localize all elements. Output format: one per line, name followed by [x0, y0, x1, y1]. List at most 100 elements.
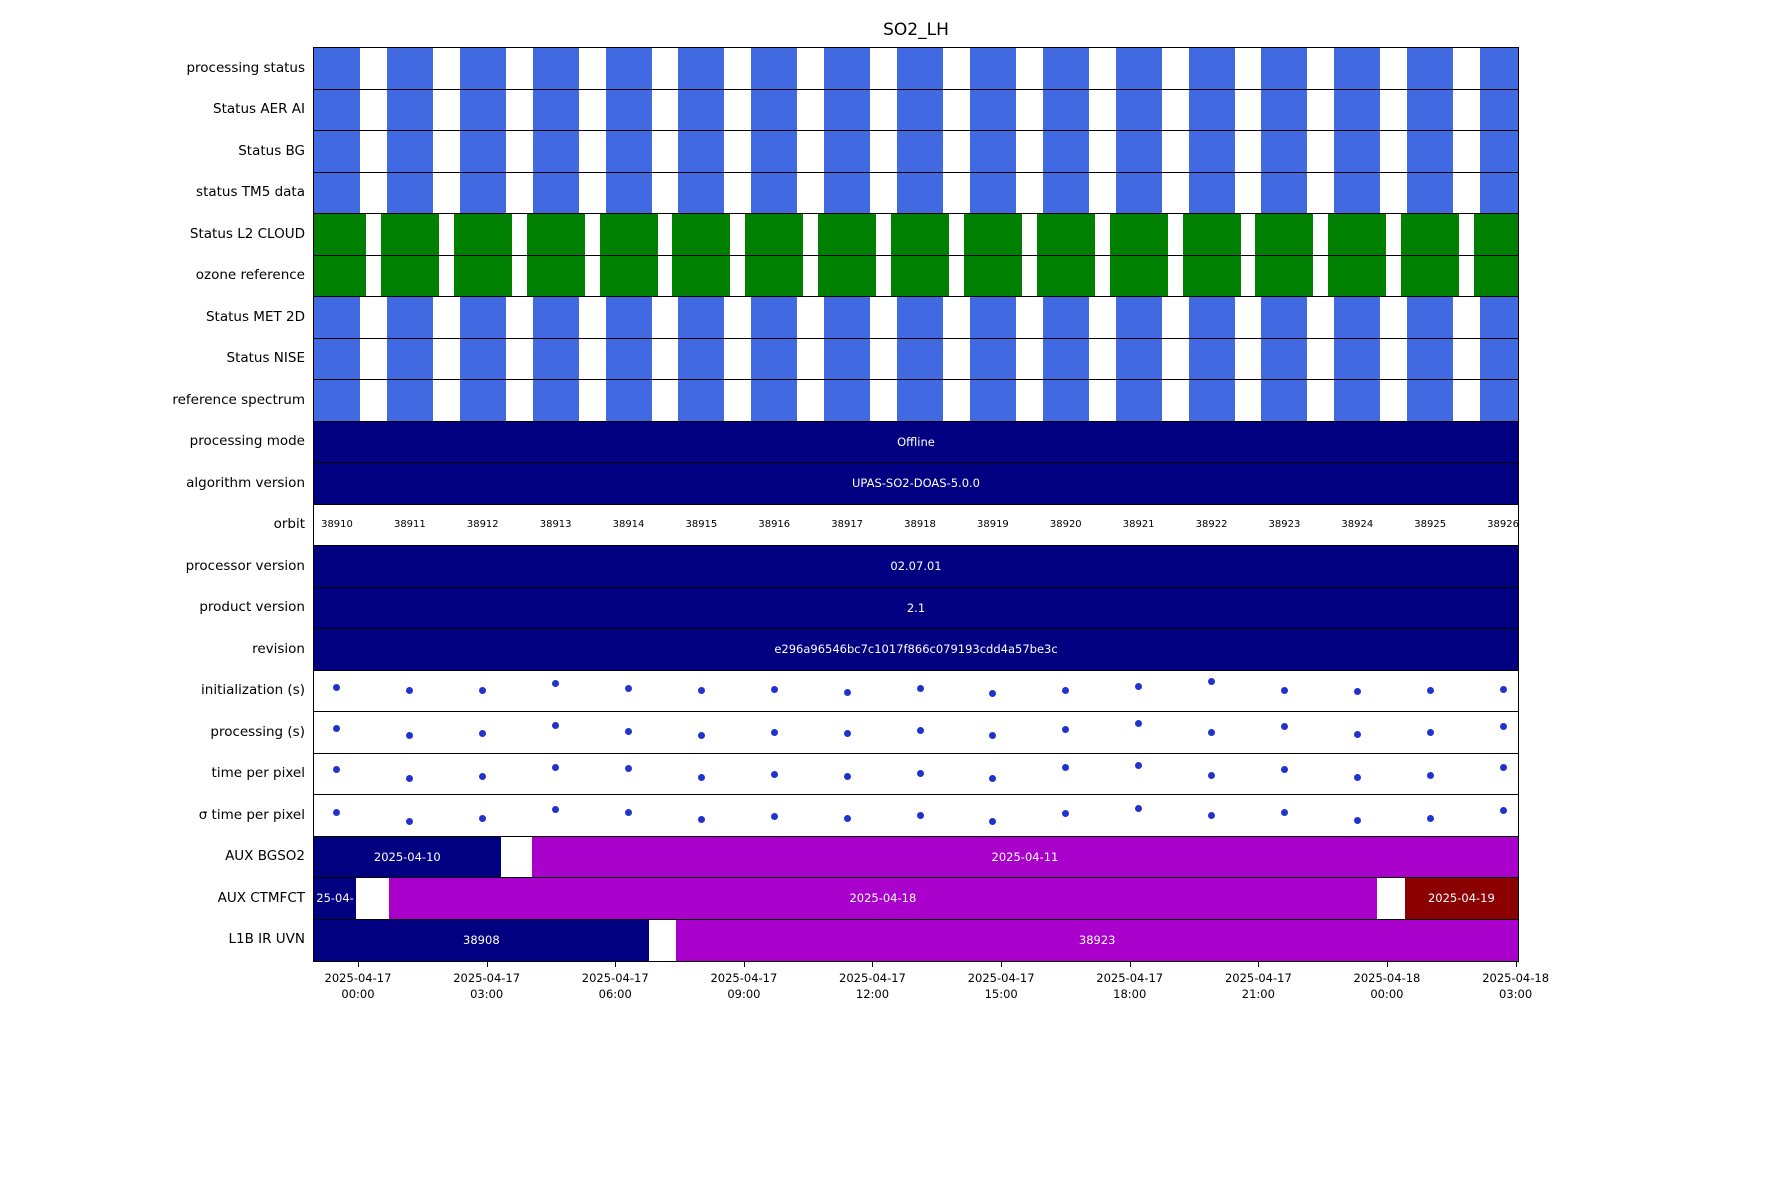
scatter-dot	[406, 687, 414, 695]
status-block	[751, 297, 798, 338]
scatter-dot	[1426, 814, 1434, 822]
segment-text: 25-04-	[316, 891, 354, 906]
status-block	[1407, 172, 1454, 213]
scatter-dot	[916, 812, 924, 820]
orbit-number: 38912	[466, 518, 499, 530]
scatter-dot	[406, 731, 414, 739]
status-block	[314, 338, 360, 379]
scatter-dot	[1426, 729, 1434, 737]
status-block	[1261, 48, 1308, 89]
status-block	[605, 89, 652, 130]
scatter-dot	[697, 773, 705, 781]
scatter-dot	[1208, 728, 1216, 736]
status-block	[1182, 214, 1241, 255]
orbit-number: 38922	[1195, 518, 1228, 530]
orbit-number: 38924	[1341, 518, 1374, 530]
timeline-row: UPAS-SO2-DOAS-5.0.0	[314, 463, 1518, 505]
row-label: orbit	[273, 516, 305, 533]
row-label: Status MET 2D	[205, 308, 305, 325]
status-block	[1334, 338, 1381, 379]
status-block	[605, 172, 652, 213]
status-block	[1480, 172, 1518, 213]
status-block	[897, 89, 944, 130]
status-block	[1474, 214, 1518, 255]
timeline-row: Offline	[314, 421, 1518, 463]
status-block	[678, 172, 725, 213]
x-tick-label: 2025-04-17 21:00	[1224, 971, 1292, 1001]
status-block	[1261, 297, 1308, 338]
scatter-dot	[1353, 773, 1361, 781]
status-block	[672, 214, 731, 255]
row-label: Status BG	[238, 142, 305, 159]
row-label: AUX BGSO2	[225, 848, 305, 865]
scatter-dot	[625, 684, 632, 692]
segment-text: 2025-04-11	[991, 849, 1059, 864]
status-block	[969, 172, 1016, 213]
scatter-dot	[552, 722, 560, 730]
scatter-dot	[770, 685, 778, 693]
status-block	[897, 48, 944, 89]
status-block	[891, 214, 950, 255]
row-label: product version	[199, 599, 305, 616]
scatter-dot	[625, 728, 632, 736]
chart-title: SO2_LH	[883, 20, 949, 40]
scatter-dot	[1499, 807, 1507, 815]
status-block	[386, 89, 433, 130]
status-block	[380, 255, 439, 296]
status-block	[969, 380, 1016, 421]
row-labels: processing status Status AER AI Status BG s…	[0, 47, 305, 962]
segment-text: 38923	[1078, 933, 1116, 948]
status-block	[963, 214, 1022, 255]
x-tick	[486, 962, 488, 967]
scatter-dot	[916, 727, 924, 735]
scatter-dot	[843, 773, 851, 781]
timeline-row	[314, 131, 1518, 173]
band-text: Offline	[897, 434, 935, 449]
status-block	[678, 48, 725, 89]
x-tick-label: 2025-04-18 00:00	[1353, 971, 1421, 1001]
status-block	[459, 380, 506, 421]
timeline-row	[314, 380, 1518, 422]
row-label: processing (s)	[210, 723, 305, 740]
status-block	[751, 89, 798, 130]
orbit-number: 38916	[758, 518, 791, 530]
scatter-dot	[697, 686, 705, 694]
status-block	[1328, 214, 1387, 255]
status-block	[1261, 338, 1308, 379]
status-block	[605, 338, 652, 379]
status-block	[678, 380, 725, 421]
band-text: 02.07.01	[890, 559, 942, 574]
status-block	[1042, 48, 1089, 89]
status-block	[745, 214, 804, 255]
timeline-row	[314, 338, 1518, 380]
status-block	[1261, 89, 1308, 130]
scatter-dot	[1208, 812, 1216, 820]
band-text: e296a96546bc7c1017f866c079193cdd4a57be3c	[774, 642, 1058, 657]
status-block	[459, 89, 506, 130]
timeline-row	[314, 795, 1518, 837]
status-block	[824, 338, 871, 379]
scatter-dot	[333, 725, 341, 733]
status-block	[1480, 131, 1518, 172]
scatter-dot	[333, 765, 341, 773]
status-block	[1188, 172, 1235, 213]
status-block	[678, 338, 725, 379]
scatter-dot	[1135, 682, 1143, 690]
scatter-dot	[625, 808, 632, 816]
status-block	[453, 214, 512, 255]
status-block	[314, 48, 360, 89]
status-block	[1255, 255, 1314, 296]
status-block	[1115, 338, 1162, 379]
orbit-number: 38910	[321, 518, 353, 530]
scatter-dot	[697, 816, 705, 824]
scatter-dot	[770, 813, 778, 821]
status-block	[1334, 297, 1381, 338]
timeline-row: 38908 38923	[314, 919, 1518, 961]
status-block	[459, 48, 506, 89]
status-block	[1042, 131, 1089, 172]
status-block	[1407, 48, 1454, 89]
status-block	[1036, 214, 1095, 255]
scatter-dot	[1353, 687, 1361, 695]
status-block	[1115, 172, 1162, 213]
x-tick-label: 2025-04-17 00:00	[324, 971, 392, 1001]
